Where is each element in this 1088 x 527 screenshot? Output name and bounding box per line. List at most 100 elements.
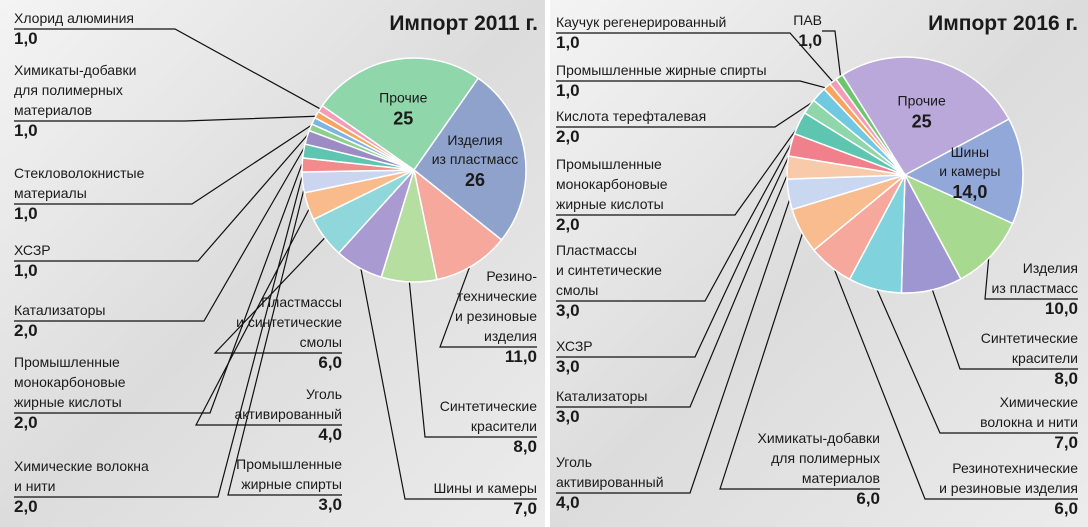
leader-line bbox=[14, 137, 311, 322]
category-label: Резинотехнические и резиновые изделия bbox=[939, 460, 1078, 496]
pie-slice bbox=[412, 168, 503, 281]
value-label: 2,0 bbox=[14, 413, 38, 432]
category-label: Пластмассы и синтетические смолы bbox=[236, 294, 342, 350]
slice-label: Стекловолокнистые материалы 1,0 bbox=[14, 163, 144, 225]
value-label: 8,0 bbox=[1054, 369, 1078, 388]
value-label: 1,0 bbox=[14, 261, 38, 280]
slice-label: Резинотехнические и резиновые изделия 6,0 bbox=[939, 458, 1078, 520]
slice-label: Уголь активированный 4,0 bbox=[234, 384, 342, 446]
value-label: 2,0 bbox=[14, 321, 38, 340]
category-label: Промышленные монокарбоновые жирные кисло… bbox=[14, 354, 126, 410]
slice-label: Синтетические красители 8,0 bbox=[440, 396, 537, 458]
leader-line bbox=[556, 193, 793, 494]
value-label: 1,0 bbox=[14, 204, 38, 223]
slice-label: ХСЗР 1,0 bbox=[14, 240, 51, 282]
leader-line bbox=[822, 30, 842, 80]
leader-line bbox=[14, 164, 306, 498]
slice-label: Химические волокна и нити 2,0 bbox=[14, 456, 149, 518]
value-label: 2,0 bbox=[556, 215, 580, 234]
category-label: Синтетические красители bbox=[980, 330, 1078, 366]
category-label: Синтетические красители bbox=[439, 398, 537, 434]
category-label: Уголь активированный bbox=[234, 386, 342, 422]
slice-label: Хлорид алюминия 1,0 bbox=[14, 8, 134, 50]
value-label: 2,0 bbox=[14, 497, 38, 516]
value-label: 1,0 bbox=[556, 33, 580, 52]
category-label: Кислота терефталевая bbox=[556, 108, 707, 124]
leader-line bbox=[14, 151, 308, 414]
leader-line bbox=[556, 107, 812, 216]
leader-line bbox=[556, 96, 822, 128]
value-label: 2,0 bbox=[556, 127, 580, 146]
value-label: 4,0 bbox=[318, 425, 342, 444]
value-label: 1,0 bbox=[798, 31, 822, 50]
slice-label: ХСЗР 3,0 bbox=[556, 336, 593, 378]
category-label: Стекловолокнистые материалы bbox=[14, 165, 145, 201]
leader-line bbox=[556, 32, 836, 85]
value-label: 6,0 bbox=[318, 353, 342, 372]
pie-slice bbox=[903, 173, 1014, 280]
slice-label: Химические волокна и нити 7,0 bbox=[980, 392, 1078, 454]
chart-title: Импорт 2016 г. bbox=[928, 12, 1078, 35]
category-label: Промышленные жирные спирты bbox=[556, 62, 767, 78]
slice-label: Пластмассы и синтетические смолы 3,0 bbox=[556, 240, 662, 322]
value-label: 10,0 bbox=[1044, 299, 1078, 318]
slice-label: Изделия из пластмасс 10,0 bbox=[992, 258, 1079, 320]
leader-line bbox=[14, 128, 314, 262]
slice-label: Пластмассы и синтетические смолы 6,0 bbox=[236, 292, 342, 374]
category-label: Уголь активированный bbox=[556, 454, 664, 490]
leader-line bbox=[14, 121, 317, 205]
panel bbox=[550, 0, 1088, 527]
category-label: Катализаторы bbox=[14, 302, 106, 318]
value-label: 3,0 bbox=[556, 357, 580, 376]
slice-label: Химикаты-добавки для полимерных материал… bbox=[14, 60, 136, 142]
category-label: Промышленные монокарбоновые жирные кисло… bbox=[556, 156, 668, 212]
slice-label: Химикаты-добавки для полимерных материал… bbox=[758, 428, 880, 510]
slice-label: Изделия из пластмасс 26 bbox=[432, 131, 519, 191]
slice-label: Промышленные жирные спирты 3,0 bbox=[236, 454, 342, 516]
leader-line bbox=[359, 264, 537, 500]
value-label: 11,0 bbox=[504, 347, 537, 366]
value-label: 25 bbox=[911, 111, 932, 132]
value-label: 14,0 bbox=[952, 181, 988, 202]
slice-label: Промышленные монокарбоновые жирные кисло… bbox=[14, 352, 126, 434]
slice-label: Промышленные жирные спирты 1,0 bbox=[556, 60, 767, 102]
leader-line bbox=[556, 124, 803, 302]
category-label: Катализаторы bbox=[556, 388, 648, 404]
slice-label: Прочие 25 bbox=[898, 92, 946, 133]
slice-label: Кислота терефталевая 2,0 bbox=[556, 106, 706, 148]
category-label: Шины и камеры bbox=[939, 143, 1001, 179]
leader-line bbox=[556, 145, 795, 358]
slice-label: Синтетические красители 8,0 bbox=[981, 328, 1078, 390]
slice-label: Катализаторы 2,0 bbox=[14, 300, 105, 342]
slice-label: Уголь активированный 4,0 bbox=[556, 452, 664, 514]
pie-slice bbox=[841, 56, 1010, 176]
pie-slice bbox=[835, 73, 906, 176]
value-label: 3,0 bbox=[318, 495, 342, 514]
pie-slice bbox=[412, 77, 527, 241]
value-label: 6,0 bbox=[1054, 499, 1078, 518]
category-label: ПАВ bbox=[793, 12, 822, 28]
value-label: 3,0 bbox=[556, 407, 580, 426]
slice-label: Резино- технические и резиновые изделия 1… bbox=[455, 266, 537, 368]
leader-line bbox=[984, 253, 1078, 300]
category-label: Изделия из пластмасс bbox=[431, 132, 519, 168]
value-label: 7,0 bbox=[513, 499, 537, 518]
pie-slice bbox=[317, 104, 415, 171]
category-label: Промышленные жирные спирты bbox=[236, 456, 342, 492]
leader-line bbox=[831, 263, 1078, 500]
slice-label: Промышленные монокарбоновые жирные кисло… bbox=[556, 154, 668, 236]
slice-label: Шины и камеры 7,0 bbox=[433, 478, 537, 520]
leader-line bbox=[14, 28, 324, 111]
value-label: 25 bbox=[393, 108, 414, 129]
value-label: 1,0 bbox=[556, 81, 580, 100]
leader-line bbox=[439, 262, 537, 348]
category-label: ХСЗР bbox=[556, 338, 593, 354]
leader-line bbox=[227, 182, 342, 496]
pie-slice bbox=[903, 118, 1024, 225]
value-label: 1,0 bbox=[14, 121, 38, 140]
slice-label: Катализаторы 3,0 bbox=[556, 386, 647, 428]
pie-slice bbox=[321, 57, 480, 172]
category-label: Химикаты-добавки для полимерных материал… bbox=[14, 62, 137, 118]
